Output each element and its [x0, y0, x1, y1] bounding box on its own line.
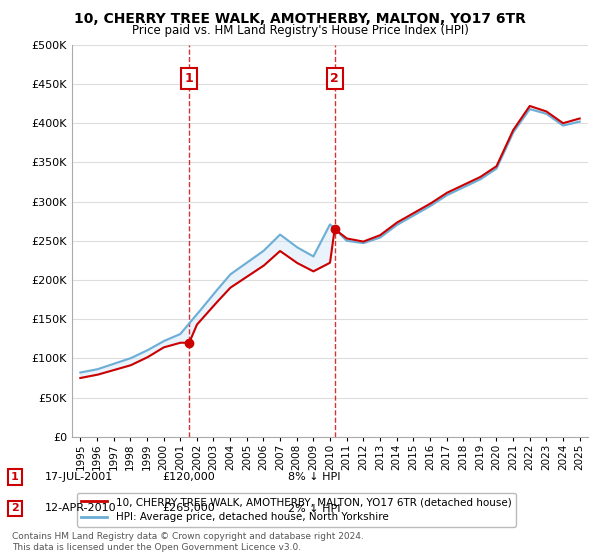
Text: 10, CHERRY TREE WALK, AMOTHERBY, MALTON, YO17 6TR: 10, CHERRY TREE WALK, AMOTHERBY, MALTON,… [74, 12, 526, 26]
Text: 12-APR-2010: 12-APR-2010 [45, 503, 116, 514]
Text: Contains HM Land Registry data © Crown copyright and database right 2024.
This d: Contains HM Land Registry data © Crown c… [12, 532, 364, 552]
Text: £120,000: £120,000 [162, 472, 215, 482]
Legend: 10, CHERRY TREE WALK, AMOTHERBY, MALTON, YO17 6TR (detached house), HPI: Average: 10, CHERRY TREE WALK, AMOTHERBY, MALTON,… [77, 493, 515, 526]
Text: 8% ↓ HPI: 8% ↓ HPI [288, 472, 341, 482]
Text: £265,000: £265,000 [162, 503, 215, 514]
Text: 2: 2 [11, 503, 19, 514]
Text: 2% ↓ HPI: 2% ↓ HPI [288, 503, 341, 514]
Text: 1: 1 [11, 472, 19, 482]
Text: 2: 2 [330, 72, 339, 85]
Text: 17-JUL-2001: 17-JUL-2001 [45, 472, 113, 482]
Text: Price paid vs. HM Land Registry's House Price Index (HPI): Price paid vs. HM Land Registry's House … [131, 24, 469, 37]
Text: 1: 1 [185, 72, 194, 85]
